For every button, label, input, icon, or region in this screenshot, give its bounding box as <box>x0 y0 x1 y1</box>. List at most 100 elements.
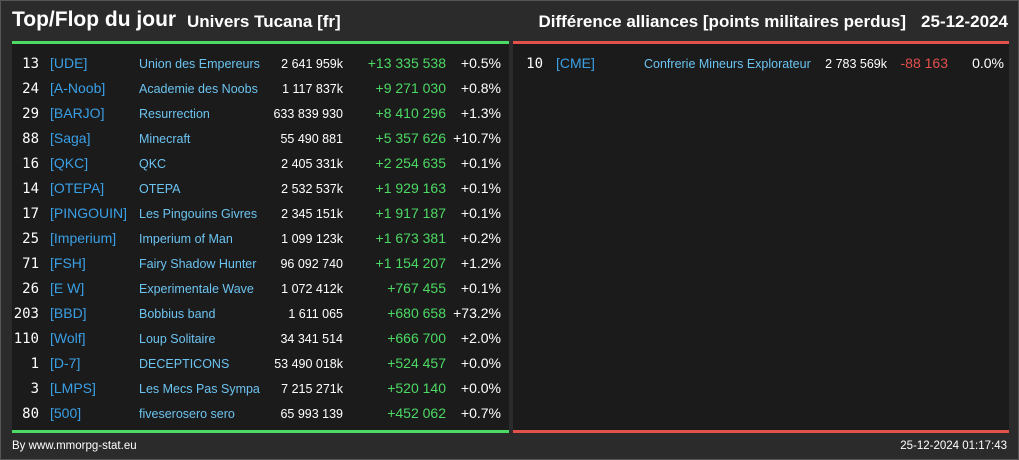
top-row: 110 [Wolf] Loup Solitaire 34 341 514 +666 70… <box>12 326 509 351</box>
alliance-rank: 10 <box>526 56 543 72</box>
points-difference: +1 929 163 <box>375 180 446 196</box>
percent-change: 0.0% <box>972 55 1004 71</box>
alliance-tag-link[interactable]: [UDE] <box>50 55 88 71</box>
alliance-name-link[interactable]: Fairy Shadow Hunter <box>139 257 257 271</box>
alliance-name-link[interactable]: Confrerie Mineurs Explorateur <box>644 57 811 71</box>
percent-change: +0.7% <box>460 405 501 421</box>
top-row: 203 [BBD] Bobbius band 1 611 065 +680 658 +73… <box>12 301 509 326</box>
alliance-tag-link[interactable]: [CME] <box>556 55 595 71</box>
alliance-tag-link[interactable]: [BBD] <box>50 305 87 321</box>
points-difference: +8 410 296 <box>375 105 446 121</box>
alliance-points: 34 341 514 <box>280 332 343 346</box>
alliance-points: 2 641 959k <box>281 57 343 71</box>
alliance-rank: 203 <box>13 306 39 322</box>
alliance-tag-link[interactable]: [Wolf] <box>50 330 86 346</box>
alliance-tag-link[interactable]: [QKC] <box>50 155 89 171</box>
top-row: 3 [LMPS] Les Mecs Pas Sympa 7 215 271k +520 … <box>12 376 509 401</box>
top-row: 71 [FSH] Fairy Shadow Hunter 96 092 740 +1 1… <box>12 251 509 276</box>
alliance-tag-link[interactable]: [D-7] <box>50 355 81 371</box>
top-row: 26 [E W] Experimentale Wave 1 072 412k +767 … <box>12 276 509 301</box>
alliance-rank: 71 <box>22 256 39 272</box>
points-difference: +666 700 <box>387 330 446 346</box>
points-difference: +2 254 635 <box>375 155 446 171</box>
percent-change: +1.3% <box>460 105 501 121</box>
top-row: 24 [A-Noob] Academie des Noobs 1 117 837k +9… <box>12 76 509 101</box>
alliance-name-link[interactable]: DECEPTICONS <box>139 357 230 371</box>
alliance-name-link[interactable]: Bobbius band <box>139 307 216 321</box>
alliance-name-link[interactable]: Minecraft <box>139 132 191 146</box>
alliance-points: 2 405 331k <box>281 157 343 171</box>
points-difference: +5 357 626 <box>375 130 446 146</box>
alliance-tag-link[interactable]: [E W] <box>50 280 85 296</box>
percent-change: +2.0% <box>460 330 501 346</box>
percent-change: +0.0% <box>460 355 501 371</box>
points-difference: -88 163 <box>900 55 948 71</box>
alliance-tag-link[interactable]: [BARJO] <box>50 105 105 121</box>
alliance-points: 1 117 837k <box>282 82 343 96</box>
percent-change: +0.8% <box>460 80 501 96</box>
points-difference: +9 271 030 <box>375 80 446 96</box>
points-difference: +1 673 381 <box>375 230 446 246</box>
top-panel: 13 [UDE] Union des Empereurs 2 641 959k +13 … <box>12 41 509 433</box>
alliance-name-link[interactable]: Union des Empereurs <box>139 57 260 71</box>
alliance-tag-link[interactable]: [A-Noob] <box>50 80 106 96</box>
alliance-rank: 25 <box>22 231 39 247</box>
alliance-rank: 13 <box>22 56 39 72</box>
alliance-tag-link[interactable]: [PINGOUIN] <box>50 205 128 221</box>
alliance-name-link[interactable]: Academie des Noobs <box>139 82 258 96</box>
alliance-points: 2 783 569k <box>825 57 887 71</box>
alliance-rank: 16 <box>22 156 39 172</box>
alliance-name-link[interactable]: QKC <box>139 157 167 171</box>
alliance-rank: 17 <box>22 206 39 222</box>
alliance-rank: 88 <box>22 131 39 147</box>
alliance-name-link[interactable]: Loup Solitaire <box>139 332 216 346</box>
points-difference: +1 917 187 <box>375 205 446 221</box>
percent-change: +10.7% <box>453 130 501 146</box>
alliance-name-link[interactable]: Resurrection <box>139 107 210 121</box>
top-row: 14 [OTEPA] OTEPA 2 532 537k +1 929 163 +0.1% <box>12 176 509 201</box>
alliance-rank: 110 <box>13 331 39 347</box>
percent-change: +0.5% <box>460 55 501 71</box>
points-difference: +524 457 <box>387 355 446 371</box>
alliance-tag-link[interactable]: [Imperium] <box>50 230 117 246</box>
top-row: 1 [D-7] DECEPTICONS 53 490 018k +524 457 +0.0… <box>12 351 509 376</box>
alliance-name-link[interactable]: Les Mecs Pas Sympa <box>139 382 260 396</box>
alliance-points: 2 532 537k <box>281 182 343 196</box>
alliance-tag-link[interactable]: [500] <box>50 405 82 421</box>
metric-label: Différence alliances [points militaires … <box>538 12 906 31</box>
alliance-name-link[interactable]: OTEPA <box>139 182 181 196</box>
alliance-points: 1 099 123k <box>281 232 343 246</box>
universe-label: Univers Tucana [fr] <box>187 12 341 31</box>
top-list: 13 [UDE] Union des Empereurs 2 641 959k +13 … <box>12 51 509 426</box>
alliance-tag-link[interactable]: [OTEPA] <box>50 180 105 196</box>
alliance-points: 633 839 930 <box>273 107 343 121</box>
percent-change: +0.1% <box>460 280 501 296</box>
alliance-name-link[interactable]: Imperium of Man <box>139 232 233 246</box>
alliance-tag-link[interactable]: [FSH] <box>50 255 86 271</box>
points-difference: +767 455 <box>387 280 446 296</box>
top-row: 88 [Saga] Minecraft 55 490 881 +5 357 626 +10… <box>12 126 509 151</box>
alliance-rank: 14 <box>22 181 39 197</box>
top-row: 17 [PINGOUIN] Les Pingouins Givres 2 345 15… <box>12 201 509 226</box>
alliance-tag-link[interactable]: [LMPS] <box>50 380 96 396</box>
flop-panel: 10 [CME] Confrerie Mineurs Explorateur 2 78… <box>513 41 1009 433</box>
points-difference: +13 335 538 <box>367 55 446 71</box>
alliance-rank: 26 <box>22 281 39 297</box>
percent-change: +0.1% <box>460 205 501 221</box>
alliance-name-link[interactable]: Experimentale Wave <box>139 282 254 296</box>
percent-change: +0.0% <box>460 380 501 396</box>
top-row: 80 [500] fiveserosero sero 65 993 139 +452 0… <box>12 401 509 426</box>
alliance-points: 55 490 881 <box>280 132 343 146</box>
alliance-points: 7 215 271k <box>281 382 343 396</box>
flop-row: 10 [CME] Confrerie Mineurs Explorateur 2 78… <box>513 51 1009 76</box>
percent-change: +73.2% <box>453 305 501 321</box>
alliance-name-link[interactable]: Les Pingouins Givres <box>139 207 258 221</box>
alliance-tag-link[interactable]: [Saga] <box>50 130 91 146</box>
top-row: 29 [BARJO] Resurrection 633 839 930 +8 410 2… <box>12 101 509 126</box>
footer-timestamp: 25-12-2024 01:17:43 <box>900 440 1007 452</box>
source-link[interactable]: By www.mmorpg-stat.eu <box>12 440 137 452</box>
top-row: 13 [UDE] Union des Empereurs 2 641 959k +13 … <box>12 51 509 76</box>
points-difference: +520 140 <box>387 380 446 396</box>
alliance-name-link[interactable]: fiveserosero sero <box>139 407 235 421</box>
